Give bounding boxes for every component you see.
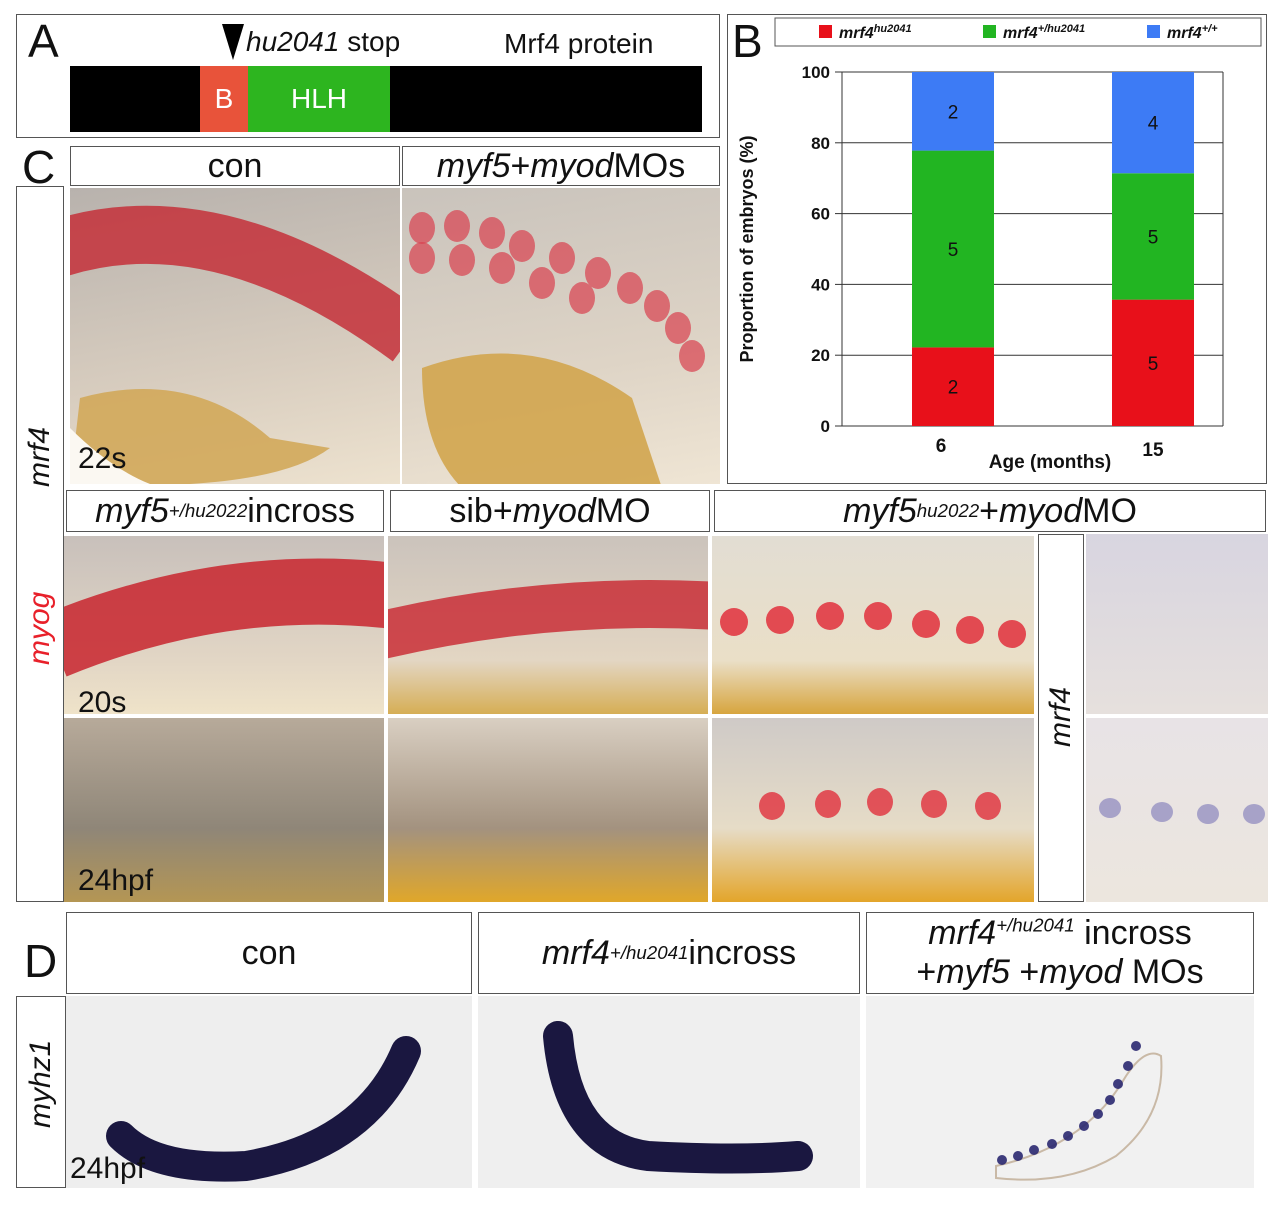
- image-myog-mutant-20s: [712, 536, 1034, 714]
- header-myf5-mutant-myod: myf5 hu2022 + myod MO: [714, 490, 1266, 532]
- row-label-mrf4: mrf4: [23, 427, 56, 487]
- panel-d-letter: D: [24, 935, 58, 987]
- legend-swatch: [983, 25, 996, 38]
- bar-count-label: 5: [948, 240, 959, 261]
- image-myhz1-morphant: [866, 996, 1254, 1188]
- y-tick-label: 40: [811, 275, 830, 294]
- mutation-arrow-icon: [222, 24, 244, 60]
- header-myf5-myod-mos: myf5 + myod MOs: [402, 146, 720, 186]
- y-tick-label: 60: [811, 205, 830, 224]
- y-tick-label: 100: [802, 63, 830, 82]
- x-tick-label: 15: [1142, 440, 1164, 461]
- legend-label: mrf4+/hu2041: [1003, 23, 1085, 42]
- header-con: con: [70, 146, 400, 186]
- image-myog-mutant-24hpf: [712, 718, 1034, 902]
- image-myog-incross-24hpf: [64, 718, 384, 902]
- time-24hpf-c: 24hpf: [78, 864, 154, 897]
- image-mrf4-mutant-20s: [1086, 534, 1268, 714]
- time-22s: 22s: [78, 442, 127, 475]
- bar-count-label: 4: [1148, 114, 1159, 135]
- x-tick-label: 6: [936, 436, 947, 457]
- x-axis-label: Age (months): [989, 452, 1111, 473]
- basic-domain: B: [200, 66, 248, 132]
- image-myog-sib-20s: [388, 536, 708, 714]
- y-tick-label: 0: [821, 417, 830, 436]
- mutation-label: hu2041 stop: [246, 26, 401, 57]
- image-myhz1-incross: [478, 996, 860, 1188]
- y-tick-label: 80: [811, 134, 830, 153]
- y-tick-label: 20: [811, 346, 830, 365]
- panel-a-letter: A: [28, 15, 59, 67]
- image-mrf4-mutant-24hpf: [1086, 718, 1268, 902]
- side-label-box: [1038, 534, 1084, 902]
- header-d-con: con: [66, 912, 472, 994]
- bar-count-label: 5: [1148, 354, 1159, 375]
- stacked-bar-chart: mrf4hu2041 mrf4+/hu2041 mrf4+/+ 0 20 40 60 80 10…: [737, 17, 1262, 473]
- panel-b-letter: B: [732, 15, 763, 67]
- image-myhz1-con: [66, 996, 472, 1188]
- image-mrf4-con-22s: [70, 188, 400, 484]
- image-myog-sib-24hpf: [388, 718, 708, 902]
- side-label-mrf4: mrf4: [1044, 687, 1077, 747]
- row-label-myog: myog: [23, 591, 56, 665]
- bar-segment: [1112, 299, 1194, 426]
- legend-box: [774, 17, 1262, 47]
- legend-label: mrf4+/+: [1167, 23, 1218, 42]
- time-20s: 20s: [78, 686, 127, 719]
- legend-swatch: [1147, 25, 1160, 38]
- row-label-myhz1: myhz1: [24, 1039, 57, 1128]
- image-mrf4-mo-22s: [402, 188, 720, 484]
- header-d-mrf4-incross: mrf4 +/hu2041 incross: [478, 912, 860, 994]
- bar-count-label: 2: [948, 102, 959, 123]
- legend-swatch: [819, 25, 832, 38]
- bar-segment: [1112, 173, 1194, 300]
- bar-count-label: 5: [1148, 227, 1159, 248]
- time-24hpf-d: 24hpf: [70, 1152, 146, 1185]
- header-d-mrf4-incross-mos: mrf4+/hu2041 incross +myf5 +myod MOs: [866, 912, 1254, 994]
- panel-c-letter: C: [22, 141, 56, 193]
- bar-segment: [912, 150, 994, 348]
- hlh-domain: HLH: [248, 66, 390, 132]
- row-label-box-d: [16, 996, 66, 1188]
- legend-label: mrf4hu2041: [839, 23, 912, 42]
- bar-segment: [912, 72, 994, 151]
- protein-label: Mrf4 protein: [504, 28, 654, 59]
- header-sib-myod: sib+ myod MO: [390, 490, 710, 532]
- bar-segment: [912, 347, 994, 426]
- bar-segment: [1112, 72, 1194, 174]
- y-axis-label: Proportion of embryos (%): [737, 135, 757, 362]
- image-myog-incross-20s: [64, 536, 384, 714]
- bar-count-label: 2: [948, 378, 959, 399]
- header-myf5-incross: myf5 +/hu2022 incross: [66, 490, 384, 532]
- panel-c-frame: [16, 186, 64, 902]
